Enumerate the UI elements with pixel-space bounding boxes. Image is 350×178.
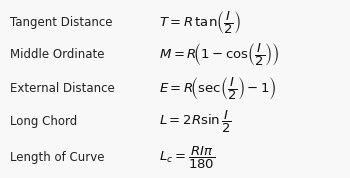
Text: $E = R\!\left(\sec\!\left(\dfrac{I}{2}\right) - 1\right)$: $E = R\!\left(\sec\!\left(\dfrac{I}{2}\r… (159, 75, 277, 102)
Text: Length of Curve: Length of Curve (10, 151, 105, 164)
Text: $L_c = \dfrac{RI\pi}{180}$: $L_c = \dfrac{RI\pi}{180}$ (159, 145, 216, 171)
Text: Long Chord: Long Chord (10, 115, 78, 129)
Text: $L = 2R\sin\dfrac{I}{2}$: $L = 2R\sin\dfrac{I}{2}$ (159, 109, 232, 135)
Text: $T = R\,\tan\!\left(\dfrac{I}{2}\right)$: $T = R\,\tan\!\left(\dfrac{I}{2}\right)$ (159, 9, 241, 36)
Text: Middle Ordinate: Middle Ordinate (10, 48, 105, 61)
Text: $M = R\!\left(1 - \cos\!\left(\dfrac{I}{2}\right)\right)$: $M = R\!\left(1 - \cos\!\left(\dfrac{I}{… (159, 41, 280, 68)
Text: Tangent Distance: Tangent Distance (10, 16, 113, 29)
Text: External Distance: External Distance (10, 82, 115, 95)
